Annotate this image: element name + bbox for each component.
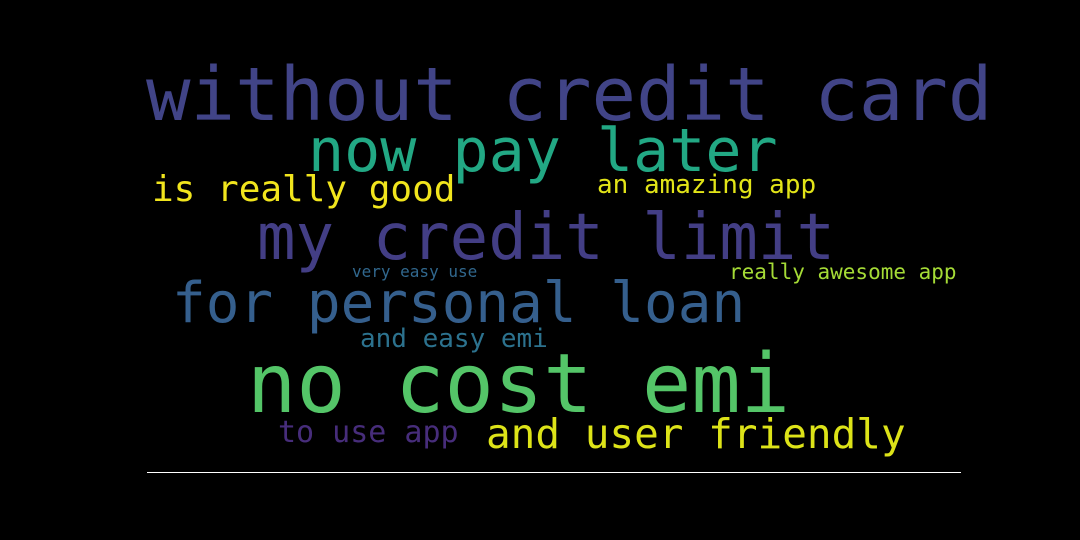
word-an-amazing-app: an amazing app [597, 170, 817, 200]
word-for-personal-loan: for personal loan [172, 271, 746, 336]
word-is-really-good: is really good [152, 169, 456, 210]
baseline-rule [147, 472, 961, 473]
word-to-use-app: to use app [278, 415, 459, 450]
word-without-credit-card: without credit card [146, 52, 993, 138]
word-and-easy-emi: and easy emi [360, 324, 548, 354]
word-really-awesome-app: really awesome app [729, 260, 957, 284]
word-no-cost-emi: no cost emi [247, 337, 791, 432]
word-and-user-friendly: and user friendly [486, 410, 906, 458]
word-very-easy-use: very easy use [352, 262, 478, 281]
word-my-credit-limit: my credit limit [257, 201, 835, 275]
word-now-pay-later: now pay later [308, 116, 778, 186]
